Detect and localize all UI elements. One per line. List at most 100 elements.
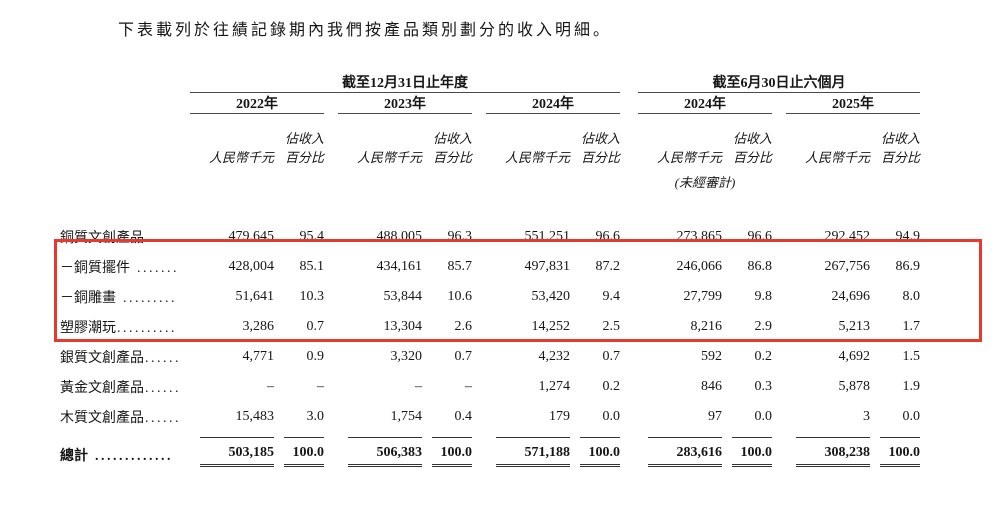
total-value: 571,188 [486, 432, 570, 467]
amount-unit-header: 人民幣千元 [208, 150, 274, 166]
cell-value: 0.7 [454, 349, 473, 364]
spacer-cell [772, 432, 786, 467]
spacer-cell [620, 114, 638, 169]
pct-header-line2: 百分比 [580, 150, 620, 166]
spacer-cell [472, 342, 486, 372]
year-header: 2022年 [190, 92, 324, 114]
dot-leader: ...... [145, 351, 181, 366]
cell-value: 53,844 [383, 289, 423, 304]
pct-header: 佔收入 百分比 [274, 114, 324, 169]
cell-value: 846 [701, 379, 722, 394]
cell-value: – [317, 379, 324, 394]
spacer-cell [472, 402, 486, 432]
spacer-cell [472, 312, 486, 342]
cell-value: 0.3 [754, 379, 773, 394]
cell-value: 1,274 [538, 379, 571, 394]
cell-value: 479,645 [228, 229, 275, 244]
spacer-cell [772, 168, 920, 191]
spacer-cell [620, 252, 638, 282]
year-header-row: 2022年 2023年 2024年 2024年 2025年 [60, 92, 920, 114]
spacer-cell [620, 222, 638, 252]
cell-value: 94.9 [895, 229, 921, 244]
spacer-cell [60, 72, 190, 93]
spacer-cell [472, 93, 486, 114]
spacer-cell [324, 312, 338, 342]
year-header: 2024年 [638, 92, 772, 114]
pct-header-line1: 佔收入 [284, 131, 324, 147]
spacer-cell [772, 252, 786, 282]
spacer-cell [772, 402, 786, 432]
pct-header-line2: 百分比 [284, 150, 324, 166]
cell-value: 97 [708, 409, 722, 424]
cell-value: 86.8 [747, 259, 773, 274]
dot-leader: ...... [145, 231, 181, 246]
cell-value: 51,641 [235, 289, 275, 304]
cell-value: 14,252 [531, 319, 571, 334]
cell-value: 15,483 [235, 409, 275, 424]
cell-value: 551,251 [524, 229, 571, 244]
cell-value: 3,286 [242, 319, 275, 334]
spacer-cell [60, 191, 920, 222]
unaudited-note: (未經審計) [674, 175, 736, 190]
table-row: 銅質文創產品...... 479,645 95.4 488,005 96.3 5… [60, 222, 920, 252]
total-value: 308,238 [786, 432, 870, 467]
amount-unit-header: 人民幣千元 [504, 150, 570, 166]
cell-value: 3 [863, 409, 870, 424]
pct-header: 佔收入 百分比 [570, 114, 620, 169]
spacer-cell [620, 342, 638, 372]
cell-value: 2.9 [754, 319, 773, 334]
total-value: 503,185 [190, 432, 274, 467]
cell-value: 27,799 [683, 289, 723, 304]
cell-value: 1.5 [902, 349, 921, 364]
cell-value: 96.6 [747, 229, 773, 244]
pct-header-line1: 佔收入 [580, 131, 620, 147]
pct-header: 佔收入 百分比 [722, 114, 772, 169]
cell-value: 4,692 [838, 349, 871, 364]
spacer-cell [472, 432, 486, 467]
spacer-cell [60, 168, 638, 191]
amount-unit-header: 人民幣千元 [804, 150, 870, 166]
cell-value: 96.3 [447, 229, 473, 244]
total-value: 100.0 [274, 432, 324, 467]
cell-value: 86.9 [895, 259, 921, 274]
unaudited-note-row: (未經審計) [60, 168, 920, 191]
total-row: 總計 ............. 503,185 100.0 506,383 1… [60, 432, 920, 467]
spacer-cell [60, 93, 190, 114]
spacer-cell [620, 402, 638, 432]
spacer-cell [772, 342, 786, 372]
year-header: 2025年 [786, 92, 920, 114]
row-label: 銅質文創產品...... [60, 231, 181, 246]
spacer-row [60, 191, 920, 222]
cell-value: 8.0 [902, 289, 921, 304]
cell-value: 1.9 [902, 379, 921, 394]
dot-leader: ............. [89, 449, 173, 464]
pct-header-line1: 佔收入 [432, 131, 472, 147]
cell-value: 0.0 [902, 409, 921, 424]
table-row: 木質文創產品...... 15,483 3.0 1,754 0.4 179 0.… [60, 402, 920, 432]
cell-value: 1.7 [902, 319, 921, 334]
cell-value: 592 [701, 349, 722, 364]
spacer-cell [620, 432, 638, 467]
cell-value: 5,878 [838, 379, 871, 394]
cell-value: 2.5 [602, 319, 621, 334]
total-value: 283,616 [638, 432, 722, 467]
table-row: 黃金文創產品...... – – – – 1,274 0.2 846 0.3 5… [60, 372, 920, 402]
pct-header-line1: 佔收入 [732, 131, 772, 147]
pct-header: 佔收入 百分比 [422, 114, 472, 169]
column-subheader-row: 人民幣千元 佔收入 百分比 人民幣千元 佔收入 百分比 人民幣千元 佔收入 百分… [60, 114, 920, 169]
cell-value: 0.7 [602, 349, 621, 364]
spacer-cell [324, 402, 338, 432]
amount-unit-header: 人民幣千元 [656, 150, 722, 166]
spacer-cell [472, 252, 486, 282]
cell-value: 0.0 [602, 409, 621, 424]
cell-value: 8,216 [690, 319, 723, 334]
cell-value: 10.6 [447, 289, 473, 304]
cell-value: 13,304 [383, 319, 423, 334]
row-label: －銅雕畫 ......... [60, 291, 177, 306]
pct-header-line2: 百分比 [732, 150, 772, 166]
dot-leader: ...... [145, 411, 181, 426]
cell-value: 428,004 [228, 259, 275, 274]
group-header-row: 截至12月31日止年度 截至6月30日止六個月 [60, 72, 920, 93]
table-row: 塑膠潮玩.......... 3,286 0.7 13,304 2.6 14,2… [60, 312, 920, 342]
spacer-cell [472, 222, 486, 252]
